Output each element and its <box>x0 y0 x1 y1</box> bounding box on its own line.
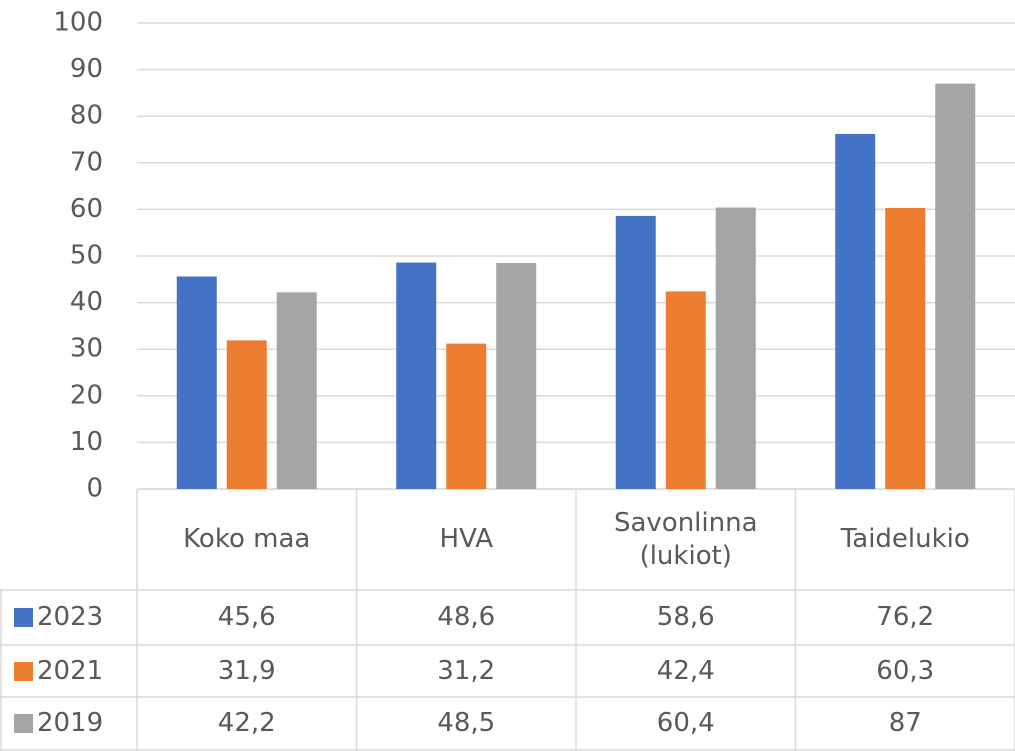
bar <box>226 340 267 489</box>
y-tick-label: 20 <box>70 380 103 410</box>
legend-swatch <box>14 661 33 681</box>
bar <box>496 262 537 489</box>
category-label: Koko maa <box>183 524 311 555</box>
data-label: 48,6 <box>437 602 496 633</box>
bar <box>615 215 656 489</box>
bar <box>935 83 976 489</box>
y-tick-label: 100 <box>53 8 103 38</box>
bar <box>665 291 706 489</box>
data-label: 60,4 <box>656 708 715 739</box>
legend-entry: 2023 <box>0 590 137 645</box>
bar <box>446 343 487 489</box>
y-tick-label: 70 <box>70 147 103 177</box>
bar <box>885 208 926 489</box>
legend-label: 2019 <box>37 708 104 739</box>
data-label: 48,5 <box>437 708 496 739</box>
bar <box>176 276 217 489</box>
data-label: 87 <box>888 708 922 739</box>
data-label: 31,9 <box>217 655 276 686</box>
y-tick-label: 60 <box>70 194 103 224</box>
legend-swatch <box>14 714 33 733</box>
bar <box>835 133 876 489</box>
bar <box>276 292 317 489</box>
data-label: 31,2 <box>437 655 496 686</box>
y-tick-label: 40 <box>70 287 103 317</box>
data-label: 76,2 <box>876 602 935 633</box>
y-tick-label: 30 <box>70 334 103 364</box>
legend-swatch <box>14 608 33 627</box>
y-tick-label: 0 <box>86 474 103 504</box>
legend-label: 2023 <box>37 602 104 633</box>
data-label: 45,6 <box>217 602 276 633</box>
data-label: 42,4 <box>656 655 715 686</box>
data-label: 60,3 <box>876 655 935 686</box>
category-label: Taidelukio <box>840 524 970 555</box>
data-label: 58,6 <box>656 602 715 633</box>
bar <box>396 262 437 489</box>
bar <box>715 207 756 489</box>
legend-entry: 2019 <box>0 697 137 750</box>
y-tick-label: 90 <box>70 54 103 84</box>
y-tick-label: 50 <box>70 241 103 271</box>
legend-entry: 2021 <box>0 645 137 697</box>
legend-label: 2021 <box>37 655 104 686</box>
data-label: 42,2 <box>217 708 276 739</box>
y-tick-label: 80 <box>70 101 103 131</box>
y-tick-label: 10 <box>70 427 103 457</box>
category-label: Savonlinna (lukiot) <box>613 508 758 571</box>
category-label: HVA <box>439 524 493 555</box>
